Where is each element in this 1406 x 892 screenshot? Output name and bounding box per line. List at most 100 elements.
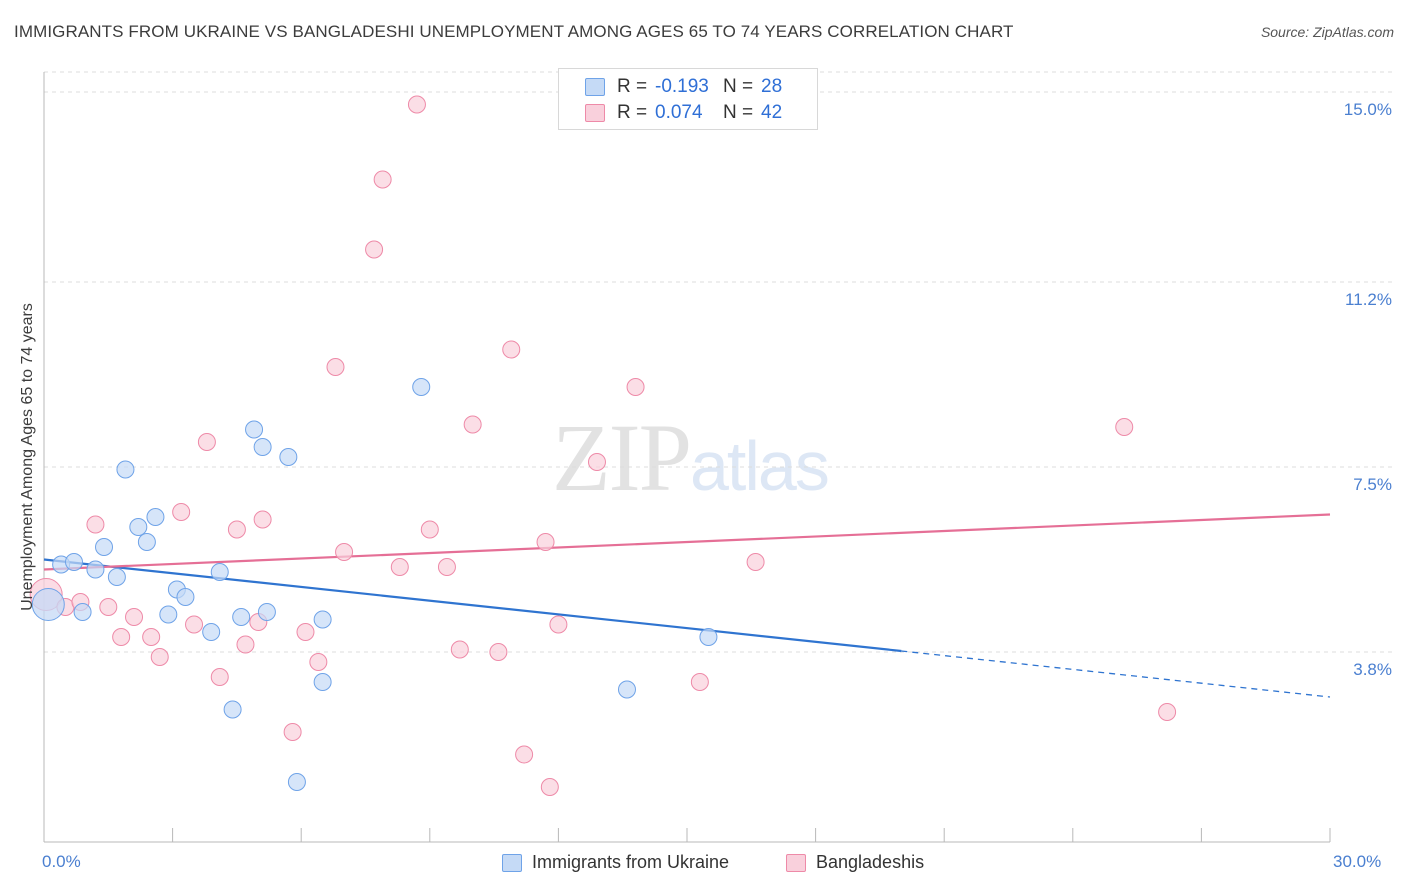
legend-row-bangladeshi: R = 0.074 N = 42 <box>585 101 782 125</box>
legend-n-label: N = <box>723 76 754 97</box>
point-ukraine <box>223 700 242 719</box>
point-bangladeshi <box>463 415 482 434</box>
trend-line-ukraine <box>43 558 902 653</box>
point-ukraine <box>65 553 84 571</box>
point-ukraine <box>232 608 251 626</box>
point-bangladeshi <box>515 745 534 764</box>
point-bangladeshi <box>746 553 765 571</box>
legend-n-value: 42 <box>761 102 783 123</box>
watermark-zip: ZIP <box>552 404 692 511</box>
point-bangladeshi <box>99 598 118 616</box>
point-ukraine <box>699 628 718 646</box>
legend-swatch-ukraine <box>585 78 605 96</box>
legend-r-label: R = <box>617 102 648 123</box>
y-tick-label: 7.5% <box>1353 475 1392 494</box>
point-bangladeshi <box>172 503 191 521</box>
point-bangladeshi <box>253 510 272 529</box>
bottom-legend-swatch-bangladeshi <box>786 853 806 872</box>
correlation-legend: R = -0.193 N = 28 R = 0.074 N = 42 <box>558 68 818 130</box>
point-bangladeshi <box>390 558 409 576</box>
point-ukraine <box>202 623 221 641</box>
point-ukraine <box>245 420 264 439</box>
point-ukraine <box>95 538 114 556</box>
point-bangladeshi <box>112 628 131 646</box>
watermark: ZIPatlas <box>552 402 830 513</box>
bottom-legend-bangladeshi: Bangladeshis <box>786 852 924 873</box>
point-bangladeshi <box>125 608 144 626</box>
point-ukraine <box>129 518 148 536</box>
gridlines <box>44 71 1392 653</box>
point-ukraine <box>31 588 65 621</box>
point-ukraine <box>86 560 105 579</box>
axes <box>43 72 1331 843</box>
point-bangladeshi <box>450 640 469 659</box>
watermark-atlas: atlas <box>690 427 830 505</box>
legend-r-value: 0.074 <box>655 102 703 123</box>
point-bangladeshi <box>86 515 105 534</box>
x-tick-label-max: 30.0% <box>1333 852 1382 871</box>
legend-row-ukraine: R = -0.193 N = 28 <box>585 75 782 99</box>
point-ukraine <box>279 448 298 466</box>
point-bangladeshi <box>587 453 606 471</box>
point-ukraine <box>412 378 431 396</box>
point-bangladeshi <box>1115 418 1134 436</box>
legend-r-value: -0.193 <box>655 76 709 97</box>
point-bangladeshi <box>690 673 709 691</box>
bottom-legend-label-ukraine: Immigrants from Ukraine <box>532 852 730 872</box>
point-ukraine <box>617 680 636 699</box>
point-bangladeshi <box>296 623 315 641</box>
point-bangladeshi <box>236 635 255 654</box>
point-bangladeshi <box>365 240 384 259</box>
point-bangladeshi <box>1158 703 1177 721</box>
bottom-legend-ukraine: Immigrants from Ukraine <box>502 852 729 873</box>
legend-n-label: N = <box>723 102 754 123</box>
chart-title: IMMIGRANTS FROM UKRAINE VS BANGLADESHI U… <box>14 22 1014 41</box>
point-ukraine <box>313 610 332 629</box>
point-ukraine <box>210 563 229 581</box>
point-bangladeshi <box>142 628 161 646</box>
y-tick-label: 3.8% <box>1353 660 1392 679</box>
point-bangladeshi <box>309 653 328 671</box>
trend-lines <box>43 513 1331 698</box>
point-ukraine <box>313 673 332 691</box>
point-ukraine <box>73 603 92 621</box>
point-bangladeshi <box>150 648 169 666</box>
point-bangladeshi <box>407 95 426 114</box>
point-ukraine <box>176 588 195 606</box>
point-ukraine <box>257 603 276 621</box>
point-bangladeshi <box>489 643 508 661</box>
point-bangladeshi <box>326 358 345 376</box>
point-bangladeshi <box>420 520 439 539</box>
point-ukraine <box>146 508 165 526</box>
point-bangladeshi <box>227 520 246 539</box>
legend-r-label: R = <box>617 76 648 97</box>
point-ukraine <box>116 460 135 479</box>
point-bangladeshi <box>283 723 302 741</box>
point-bangladeshi <box>335 543 354 561</box>
point-ukraine <box>253 438 272 456</box>
data-points <box>29 95 1177 796</box>
point-bangladeshi <box>626 378 645 396</box>
point-bangladeshi <box>502 340 521 359</box>
bottom-legend-label-bangladeshi: Bangladeshis <box>816 852 925 872</box>
source-credit: Source: ZipAtlas.com <box>1260 24 1394 40</box>
point-ukraine <box>287 773 306 791</box>
point-ukraine <box>159 605 178 624</box>
y-tick-label: 15.0% <box>1343 100 1392 119</box>
point-bangladeshi <box>197 433 216 451</box>
trend-line-ukraine-extension <box>901 650 1331 698</box>
point-ukraine <box>137 533 156 551</box>
point-bangladeshi <box>437 558 456 576</box>
point-bangladeshi <box>540 778 559 796</box>
point-bangladeshi <box>373 170 392 189</box>
point-bangladeshi <box>549 615 568 634</box>
point-ukraine <box>107 568 126 586</box>
legend-swatch-bangladeshi <box>585 104 605 122</box>
point-bangladeshi <box>536 533 555 551</box>
y-tick-label: 11.2% <box>1345 290 1392 309</box>
x-tick-label-min: 0.0% <box>42 852 81 871</box>
legend-n-value: 28 <box>761 76 783 97</box>
point-bangladeshi <box>210 668 229 686</box>
bottom-legend-swatch-ukraine <box>502 853 522 872</box>
